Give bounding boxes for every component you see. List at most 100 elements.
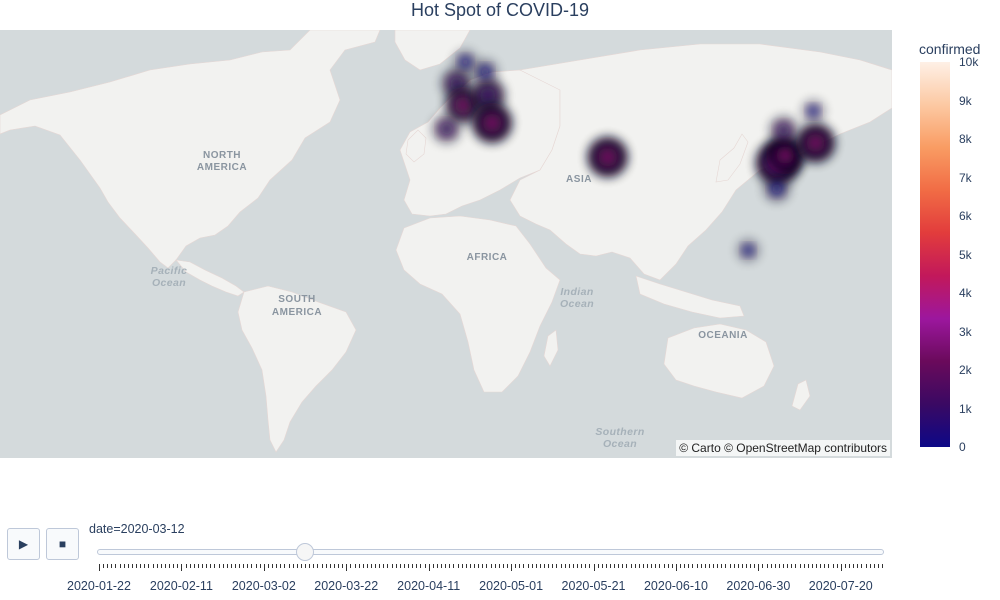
slider-tick <box>486 564 488 568</box>
slider-tick <box>379 564 381 568</box>
region-label-north: NORTH <box>203 150 241 161</box>
slider-tick <box>136 564 138 568</box>
slider-tick <box>564 564 566 568</box>
slider-date-label[interactable]: 2020-05-21 <box>561 579 626 593</box>
hotspot-point[interactable] <box>479 66 491 78</box>
slider-tick <box>762 564 764 568</box>
slider-tick <box>185 564 187 568</box>
date-slider-track[interactable] <box>97 549 884 555</box>
slider-tick <box>527 564 529 568</box>
slider-tick <box>581 564 583 568</box>
slider-tick <box>638 564 640 568</box>
slider-tick <box>811 564 813 568</box>
hotspot-point[interactable] <box>449 76 464 91</box>
slider-tick <box>177 564 179 568</box>
slider-tick <box>474 564 476 568</box>
ocean-label-indian-ocean: Ocean <box>560 298 594 310</box>
hotspot-point[interactable] <box>455 96 472 114</box>
slider-tick <box>849 564 851 568</box>
slider-tick <box>144 564 146 568</box>
region-label-north-america: AMERICA <box>197 162 247 173</box>
date-slider-handle[interactable] <box>296 543 315 561</box>
slider-tick <box>338 564 340 568</box>
slider-tick <box>321 564 323 568</box>
slider-tick <box>655 564 657 568</box>
slider-tick <box>432 564 434 568</box>
slider-tick <box>708 564 710 568</box>
colorbar-tick-label: 5k <box>959 247 972 262</box>
slider-date-label[interactable]: 2020-07-20 <box>808 579 873 593</box>
slider-tick <box>725 564 727 568</box>
slider-date-label[interactable]: 2020-02-11 <box>149 579 213 593</box>
stop-button[interactable]: ■ <box>46 528 79 560</box>
slider-tick <box>354 564 356 568</box>
slider-tick <box>173 564 175 568</box>
slider-tick <box>234 564 236 568</box>
southeast-asia-islands <box>635 275 745 319</box>
slider-tick <box>156 564 158 568</box>
slider-tick <box>626 564 628 568</box>
asia-landmass <box>509 43 892 281</box>
hotspot-point[interactable] <box>482 113 502 133</box>
slider-tick <box>494 564 496 568</box>
slider-tick <box>680 564 682 568</box>
slider-tick <box>255 564 257 568</box>
slider-date-label[interactable]: 2020-06-30 <box>726 579 791 593</box>
slider-tick <box>667 564 669 568</box>
slider-tick <box>523 564 525 568</box>
slider-date-label[interactable]: 2020-05-01 <box>479 579 544 593</box>
slider-tick <box>696 564 698 568</box>
slider-tick <box>729 564 731 568</box>
slider-tick <box>675 564 677 571</box>
colorbar-tick-label: 3k <box>959 324 972 339</box>
slider-tick <box>305 564 307 568</box>
hotspot-point[interactable] <box>808 106 819 116</box>
hotspot-point[interactable] <box>776 146 795 165</box>
stop-icon: ■ <box>58 537 67 551</box>
hotspot-point[interactable] <box>598 147 618 167</box>
slider-date-label[interactable]: 2020-01-22 <box>67 579 131 593</box>
slider-tick <box>239 564 241 568</box>
slider-tick <box>770 564 772 568</box>
map-attribution[interactable]: © Carto © OpenStreetMap contributors <box>676 440 890 456</box>
play-button[interactable]: ▶ <box>7 528 40 560</box>
slider-tick <box>568 564 570 568</box>
hotspot-point[interactable] <box>479 87 496 104</box>
colorbar-tick-label: 7k <box>959 170 972 185</box>
hotspot-point[interactable] <box>806 133 825 153</box>
slider-tick <box>853 564 855 568</box>
slider-tick <box>733 564 735 568</box>
slider-tick <box>375 564 377 568</box>
region-label-south: SOUTH <box>278 294 316 305</box>
slider-tick <box>737 564 739 568</box>
slider-tick <box>519 564 521 568</box>
world-map[interactable]: NORTH AMERICA SOUTH AMERICA AFRICA ASIA … <box>0 30 892 458</box>
slider-tick <box>453 564 455 568</box>
slider-tick <box>251 564 253 568</box>
slider-date-label[interactable]: 2020-03-02 <box>231 579 296 593</box>
slider-date-label[interactable]: 2020-04-11 <box>397 579 461 593</box>
slider-tick <box>572 564 574 568</box>
play-icon: ▶ <box>18 537 29 551</box>
hotspot-point[interactable] <box>743 245 753 255</box>
slider-tick <box>226 564 228 568</box>
slider-tick <box>688 564 690 568</box>
slider-tick <box>263 564 265 571</box>
slider-tick <box>585 564 587 568</box>
slider-tick <box>597 564 599 568</box>
new-zealand-landmass <box>791 379 811 411</box>
slider-tick <box>618 564 620 568</box>
hotspot-point[interactable] <box>440 122 453 136</box>
slider-tick <box>634 564 636 568</box>
slider-tick <box>869 564 871 568</box>
hotspot-point[interactable] <box>460 57 471 68</box>
slider-date-label[interactable]: 2020-03-22 <box>314 579 379 593</box>
hotspot-point[interactable] <box>771 182 783 195</box>
slider-tick <box>160 564 162 568</box>
slider-tick <box>218 564 220 568</box>
slider-date-label[interactable]: 2020-06-10 <box>643 579 708 593</box>
hotspot-point[interactable] <box>777 124 790 137</box>
colorbar-tick-label: 2k <box>959 363 972 377</box>
map-panel[interactable]: NORTH AMERICA SOUTH AMERICA AFRICA ASIA … <box>0 30 892 458</box>
slider-tick <box>193 564 195 568</box>
